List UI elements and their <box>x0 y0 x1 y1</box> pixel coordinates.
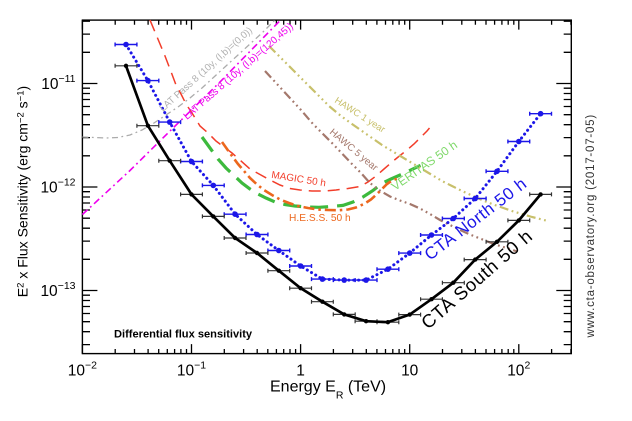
svg-text:2: 2 <box>525 360 531 372</box>
svg-text:10: 10 <box>177 363 195 380</box>
svg-text:−2: −2 <box>85 360 97 372</box>
svg-text:10: 10 <box>401 363 419 380</box>
svg-text:10: 10 <box>507 363 525 380</box>
svg-text:E2 x Flux Sensitivity (erg cm−: E2 x Flux Sensitivity (erg cm−2 s−1) <box>15 86 31 297</box>
svg-text:−1: −1 <box>194 360 206 372</box>
svg-text:Differential flux sensitivity: Differential flux sensitivity <box>114 329 253 341</box>
svg-text:www.cta-observatory.org (2017-: www.cta-observatory.org (2017-07-05) <box>585 114 597 338</box>
svg-text:H.E.S.S. 50 h: H.E.S.S. 50 h <box>289 213 351 224</box>
svg-text:1: 1 <box>296 363 305 380</box>
svg-text:10: 10 <box>68 363 86 380</box>
